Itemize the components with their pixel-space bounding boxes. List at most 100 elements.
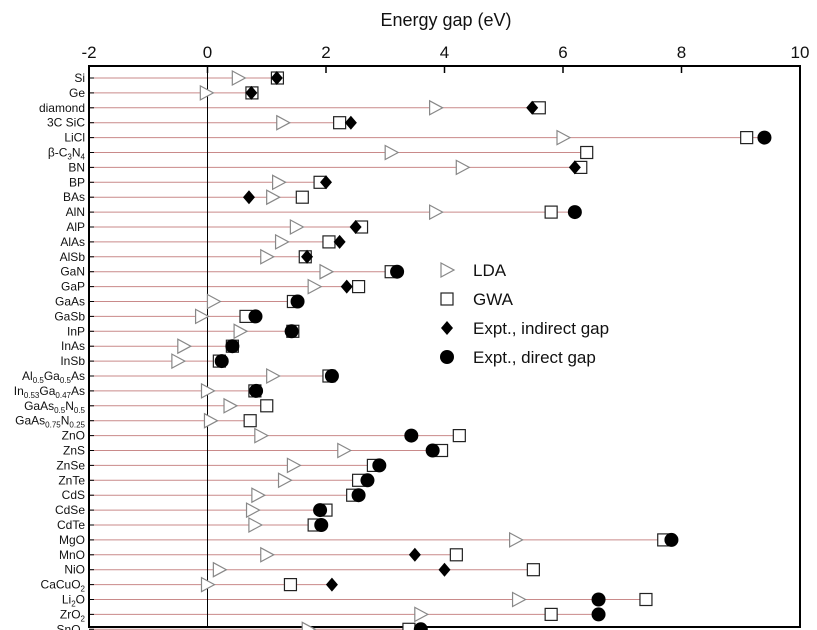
gwa-marker [452, 429, 466, 443]
direct-gap-marker [313, 503, 328, 518]
y-tick-label: BN [68, 160, 85, 174]
direct-gap-marker [372, 458, 387, 473]
lda-marker [289, 218, 305, 236]
indirect-gap-marker [438, 562, 451, 577]
x-tick-label: 6 [558, 43, 567, 62]
y-tick-label: GaAs [55, 295, 85, 309]
lda-marker [429, 99, 444, 116]
y-tick-label: Ge [69, 86, 85, 100]
x-tick-label: 0 [203, 43, 212, 62]
gwa-marker [295, 190, 309, 204]
gwa-marker [544, 607, 558, 622]
lda-marker [307, 278, 323, 295]
legend-lda-icon [440, 261, 456, 279]
lda-marker [233, 323, 249, 340]
direct-gap-marker [360, 473, 375, 488]
y-tick-label: ZnO [62, 429, 85, 443]
direct-gap-marker [284, 324, 299, 339]
lda-marker [177, 338, 193, 355]
y-tick-label: CdTe [57, 518, 85, 532]
direct-gap-marker [351, 488, 366, 503]
lda-marker [414, 606, 430, 623]
lda-marker [286, 457, 302, 474]
legend: LDA GWA Expt., indirect gap Expt., direct g… [440, 261, 609, 367]
lda-marker [337, 442, 353, 459]
direct-gap-marker [314, 518, 329, 532]
direct-gap-marker [757, 130, 772, 145]
indirect-gap-marker [270, 71, 283, 85]
lda-marker [203, 412, 219, 429]
lda-marker [223, 397, 239, 414]
lda-marker [260, 546, 276, 563]
lda-marker [301, 621, 317, 630]
lda-marker [194, 308, 210, 325]
lda-marker [266, 367, 281, 385]
direct-gap-marker [214, 354, 229, 369]
indirect-gap-marker [568, 160, 581, 175]
y-tick-label: diamond [39, 101, 85, 115]
legend-lda-label: LDA [473, 261, 507, 280]
lda-marker [384, 144, 400, 161]
gwa-marker [351, 280, 366, 294]
indirect-gap-marker [526, 100, 539, 115]
indirect-gap-marker [242, 190, 255, 205]
leader-lines-layer [89, 77, 765, 630]
y-tick-label: AlAs [60, 235, 85, 249]
lda-marker [276, 114, 292, 131]
lda-marker [274, 233, 290, 250]
direct-gap-marker [404, 428, 419, 443]
x-tick-label: -2 [81, 43, 96, 62]
lda-marker [231, 69, 247, 87]
lda-marker [556, 129, 572, 146]
y-tick-label: AlP [66, 220, 85, 234]
y-tick-label: SnO2 [57, 622, 86, 630]
y-tick-label: BAs [63, 190, 85, 204]
gwa-marker [260, 399, 274, 413]
lda-marker [455, 159, 471, 176]
direct-gap-marker [290, 294, 305, 309]
y-tick-label: Li2O [62, 593, 85, 609]
direct-gap-marker [390, 264, 405, 279]
lda-marker [206, 293, 222, 310]
y-tick-label: MnO [59, 548, 85, 562]
y-tick-label: 3C SiC [47, 116, 85, 130]
lda-marker [248, 516, 264, 534]
y-tick-label: Al0.5Ga0.5As [22, 369, 85, 385]
indirect-gap-marker [408, 547, 421, 562]
y-tick-label: ZnS [63, 444, 85, 458]
legend-indirect-icon [441, 321, 453, 335]
y-tick-label: GaAs0.5N0.5 [24, 399, 85, 415]
y-tick-label: GaP [61, 280, 85, 294]
gwa-marker [740, 131, 754, 145]
gwa-marker [283, 577, 298, 592]
y-tick-label: β-C3N4 [48, 146, 86, 162]
lda-marker [272, 174, 287, 191]
y-tick-label: CdSe [55, 503, 85, 517]
lda-marker [429, 204, 444, 221]
data-markers-layer [171, 69, 772, 630]
lda-marker [277, 472, 293, 489]
lda-marker [266, 189, 281, 206]
indirect-gap-marker [340, 279, 353, 294]
lda-marker [511, 591, 527, 608]
lda-marker [509, 531, 524, 548]
gwa-marker [544, 205, 558, 219]
indirect-gap-marker [245, 85, 258, 100]
gwa-marker [243, 414, 257, 428]
gwa-marker [322, 235, 336, 249]
direct-gap-marker [664, 532, 679, 547]
y-tick-label: CdS [62, 488, 85, 502]
legend-direct-icon [440, 350, 454, 364]
lda-marker [212, 561, 228, 578]
direct-gap-marker [591, 607, 606, 622]
direct-gap-marker [425, 443, 440, 458]
y-tick-label: GaAs0.75N0.25 [15, 414, 85, 430]
gwa-marker [526, 563, 540, 577]
x-tick-label: 2 [321, 43, 330, 62]
indirect-gap-marker [320, 175, 332, 190]
indirect-gap-marker [301, 249, 314, 264]
lda-marker [260, 248, 276, 265]
direct-gap-marker [248, 309, 263, 324]
